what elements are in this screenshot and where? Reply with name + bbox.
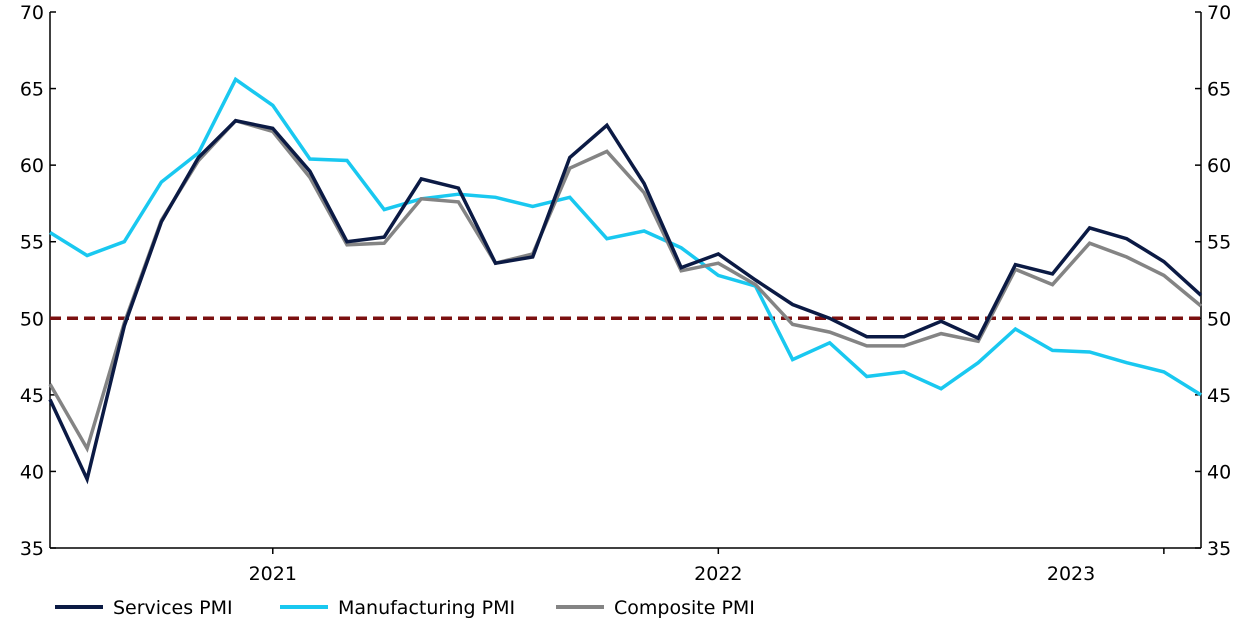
series-line-services-pmi [48,118,1203,485]
series-line-composite-pmi [48,118,1203,453]
y-tick-label-left: 55 [20,232,44,254]
legend-label-services-pmi: Services PMI [113,597,233,619]
y-tick-label-left: 35 [20,538,44,560]
x-tick-label-2023: 2023 [1047,563,1095,585]
y-tick-label-right: 70 [1207,2,1231,24]
y-tick-label-right: 40 [1207,461,1231,483]
y-tick-label-right: 60 [1207,155,1231,177]
x-tick-label-2022: 2022 [694,563,742,585]
legend: Services PMI Manufacturing PMI Composite P… [55,597,755,619]
y-tick-label-right: 55 [1207,232,1231,254]
legend-label-composite-pmi: Composite PMI [614,597,755,619]
y-tick-label-left: 40 [20,461,44,483]
y-tick-label-left: 45 [20,385,44,407]
legend-label-manufacturing-pmi: Manufacturing PMI [338,597,515,619]
y-tick-label-right: 50 [1207,308,1231,330]
y-tick-label-left: 60 [20,155,44,177]
y-tick-label-left: 70 [20,2,44,24]
y-tick-label-right: 35 [1207,538,1231,560]
axes: 35 35 40 40 45 45 50 50 55 55 60 60 65 65 70 70 2021 2022… [20,2,1231,585]
series-layer [48,76,1203,485]
y-tick-label-right: 45 [1207,385,1231,407]
y-tick-label-left: 65 [20,79,44,101]
series-line-manufacturing-pmi [49,76,1202,397]
y-tick-label-left: 50 [20,308,44,330]
y-tick-label-right: 65 [1207,79,1231,101]
x-tick-label-2021: 2021 [249,563,297,585]
